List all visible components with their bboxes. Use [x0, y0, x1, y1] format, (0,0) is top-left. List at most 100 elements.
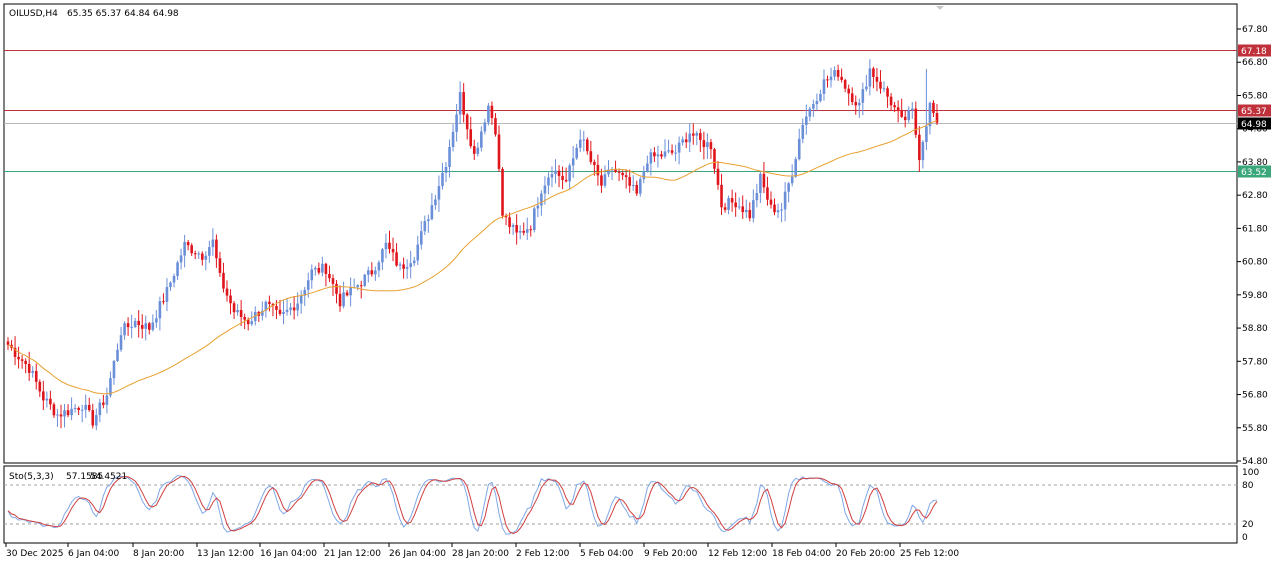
candle-bear	[338, 293, 342, 307]
candle-bull	[405, 266, 409, 269]
candle-bull	[483, 122, 487, 132]
candle-bull	[56, 414, 59, 416]
candle-bull	[681, 139, 684, 143]
candle-bear	[872, 68, 875, 77]
candle-bear	[345, 292, 349, 296]
oscillator-tick-label: 20	[1242, 520, 1254, 530]
candle-bear	[716, 168, 720, 185]
candle-bull	[296, 303, 299, 311]
candle-bear	[843, 79, 847, 89]
level-price-box	[1238, 117, 1271, 130]
chart-shift-marker[interactable]	[936, 6, 944, 10]
candle-bear	[497, 134, 501, 169]
candle-bull	[480, 131, 483, 148]
candle-bear	[193, 253, 197, 255]
ohlc-label: 65.35 65.37 64.84 64.98	[67, 9, 179, 19]
ma-line	[7, 120, 938, 395]
candle-bear	[596, 164, 600, 176]
candle-bull	[282, 311, 285, 314]
candle-bull	[536, 205, 540, 209]
candle-bear	[370, 270, 374, 275]
candle-bear	[515, 225, 518, 233]
candle-bear	[268, 301, 271, 304]
candle-bull	[381, 249, 384, 263]
candle-bear	[331, 278, 335, 284]
candle-bull	[568, 165, 571, 182]
candle-bull	[808, 108, 812, 117]
candle-bear	[218, 258, 222, 273]
candle-bull	[172, 275, 176, 283]
candle-bull	[928, 102, 932, 127]
candle-bull	[646, 163, 649, 172]
candle-bear	[886, 88, 889, 97]
candle-bull	[801, 124, 805, 139]
level-price-label: 63.52	[1241, 168, 1267, 178]
candle-bear	[24, 360, 27, 365]
candle-bull	[455, 114, 458, 132]
candle-bear	[87, 404, 91, 411]
time-tick-label: 18 Feb 04:00	[772, 549, 831, 559]
candle-bull	[533, 208, 536, 230]
candle-bear	[388, 242, 391, 249]
candle-bull	[176, 262, 179, 276]
level-price-box	[1238, 104, 1271, 117]
candle-bull	[363, 274, 367, 286]
candle-bull	[412, 260, 416, 264]
candle-bear	[935, 113, 939, 123]
time-tick-label: 16 Jan 04:00	[260, 549, 317, 559]
candle-bear	[589, 151, 593, 162]
moving-average	[7, 120, 938, 395]
stochastic-oscillator: 100 80 20 0	[4, 468, 1259, 543]
candle-bull	[737, 206, 741, 208]
candle-bear	[914, 108, 918, 135]
candle-bull	[158, 301, 162, 319]
symbol-label: OILUSD,H4	[9, 9, 58, 19]
candle-bull	[578, 139, 582, 148]
oscillator-signal-value: 54.4521	[90, 472, 127, 482]
candle-bear	[850, 93, 854, 103]
time-tick-label: 20 Feb 20:00	[836, 549, 895, 559]
candle-bear	[762, 173, 766, 188]
oscillator-name: Sto(5,3,3)	[9, 472, 54, 482]
candle-bull	[409, 263, 412, 267]
candle-bear	[586, 139, 589, 152]
candle-bear	[624, 175, 628, 178]
candle-bull	[253, 311, 257, 322]
candle-bull	[204, 255, 208, 260]
candle-bear	[469, 129, 473, 147]
price-axis: 67.80 66.80 65.80 64.80 63.80 62.80 61.80 60.80…	[1237, 25, 1268, 467]
candle-bear	[522, 230, 526, 233]
price-tick-label: 55.80	[1242, 424, 1268, 434]
candle-bear	[59, 414, 63, 417]
candle-bull	[540, 193, 543, 206]
candle-bull	[179, 255, 183, 263]
candle-bear	[854, 102, 858, 106]
level-price-label: 67.18	[1241, 47, 1267, 57]
candle-bear	[932, 102, 935, 114]
candle-bull	[476, 147, 480, 154]
horizontal-levels[interactable]: 67.18 65.37 64.98 63.52	[4, 44, 1271, 179]
candle-bull	[752, 200, 755, 219]
candle-bull	[169, 282, 172, 288]
candle-bull	[554, 170, 557, 175]
time-tick-label: 8 Jan 20:00	[133, 549, 185, 559]
candle-bear	[557, 170, 561, 176]
candle-bear	[395, 252, 398, 266]
candle-bear	[137, 320, 140, 326]
candle-bull	[211, 239, 215, 248]
candle-bear	[52, 404, 56, 416]
candle-bull	[299, 295, 303, 304]
price-tick-label: 64.80	[1242, 125, 1268, 135]
candle-bull	[95, 415, 98, 426]
candle-bear	[875, 76, 879, 82]
candle-bull	[123, 323, 126, 336]
candle-bull	[366, 270, 370, 275]
candle-bear	[903, 116, 907, 121]
price-tick-label: 63.80	[1242, 158, 1268, 168]
candle-bear	[328, 273, 331, 279]
candle-bear	[215, 239, 218, 259]
candle-bull	[794, 159, 798, 177]
time-tick-label: 28 Jan 20:00	[452, 549, 509, 559]
